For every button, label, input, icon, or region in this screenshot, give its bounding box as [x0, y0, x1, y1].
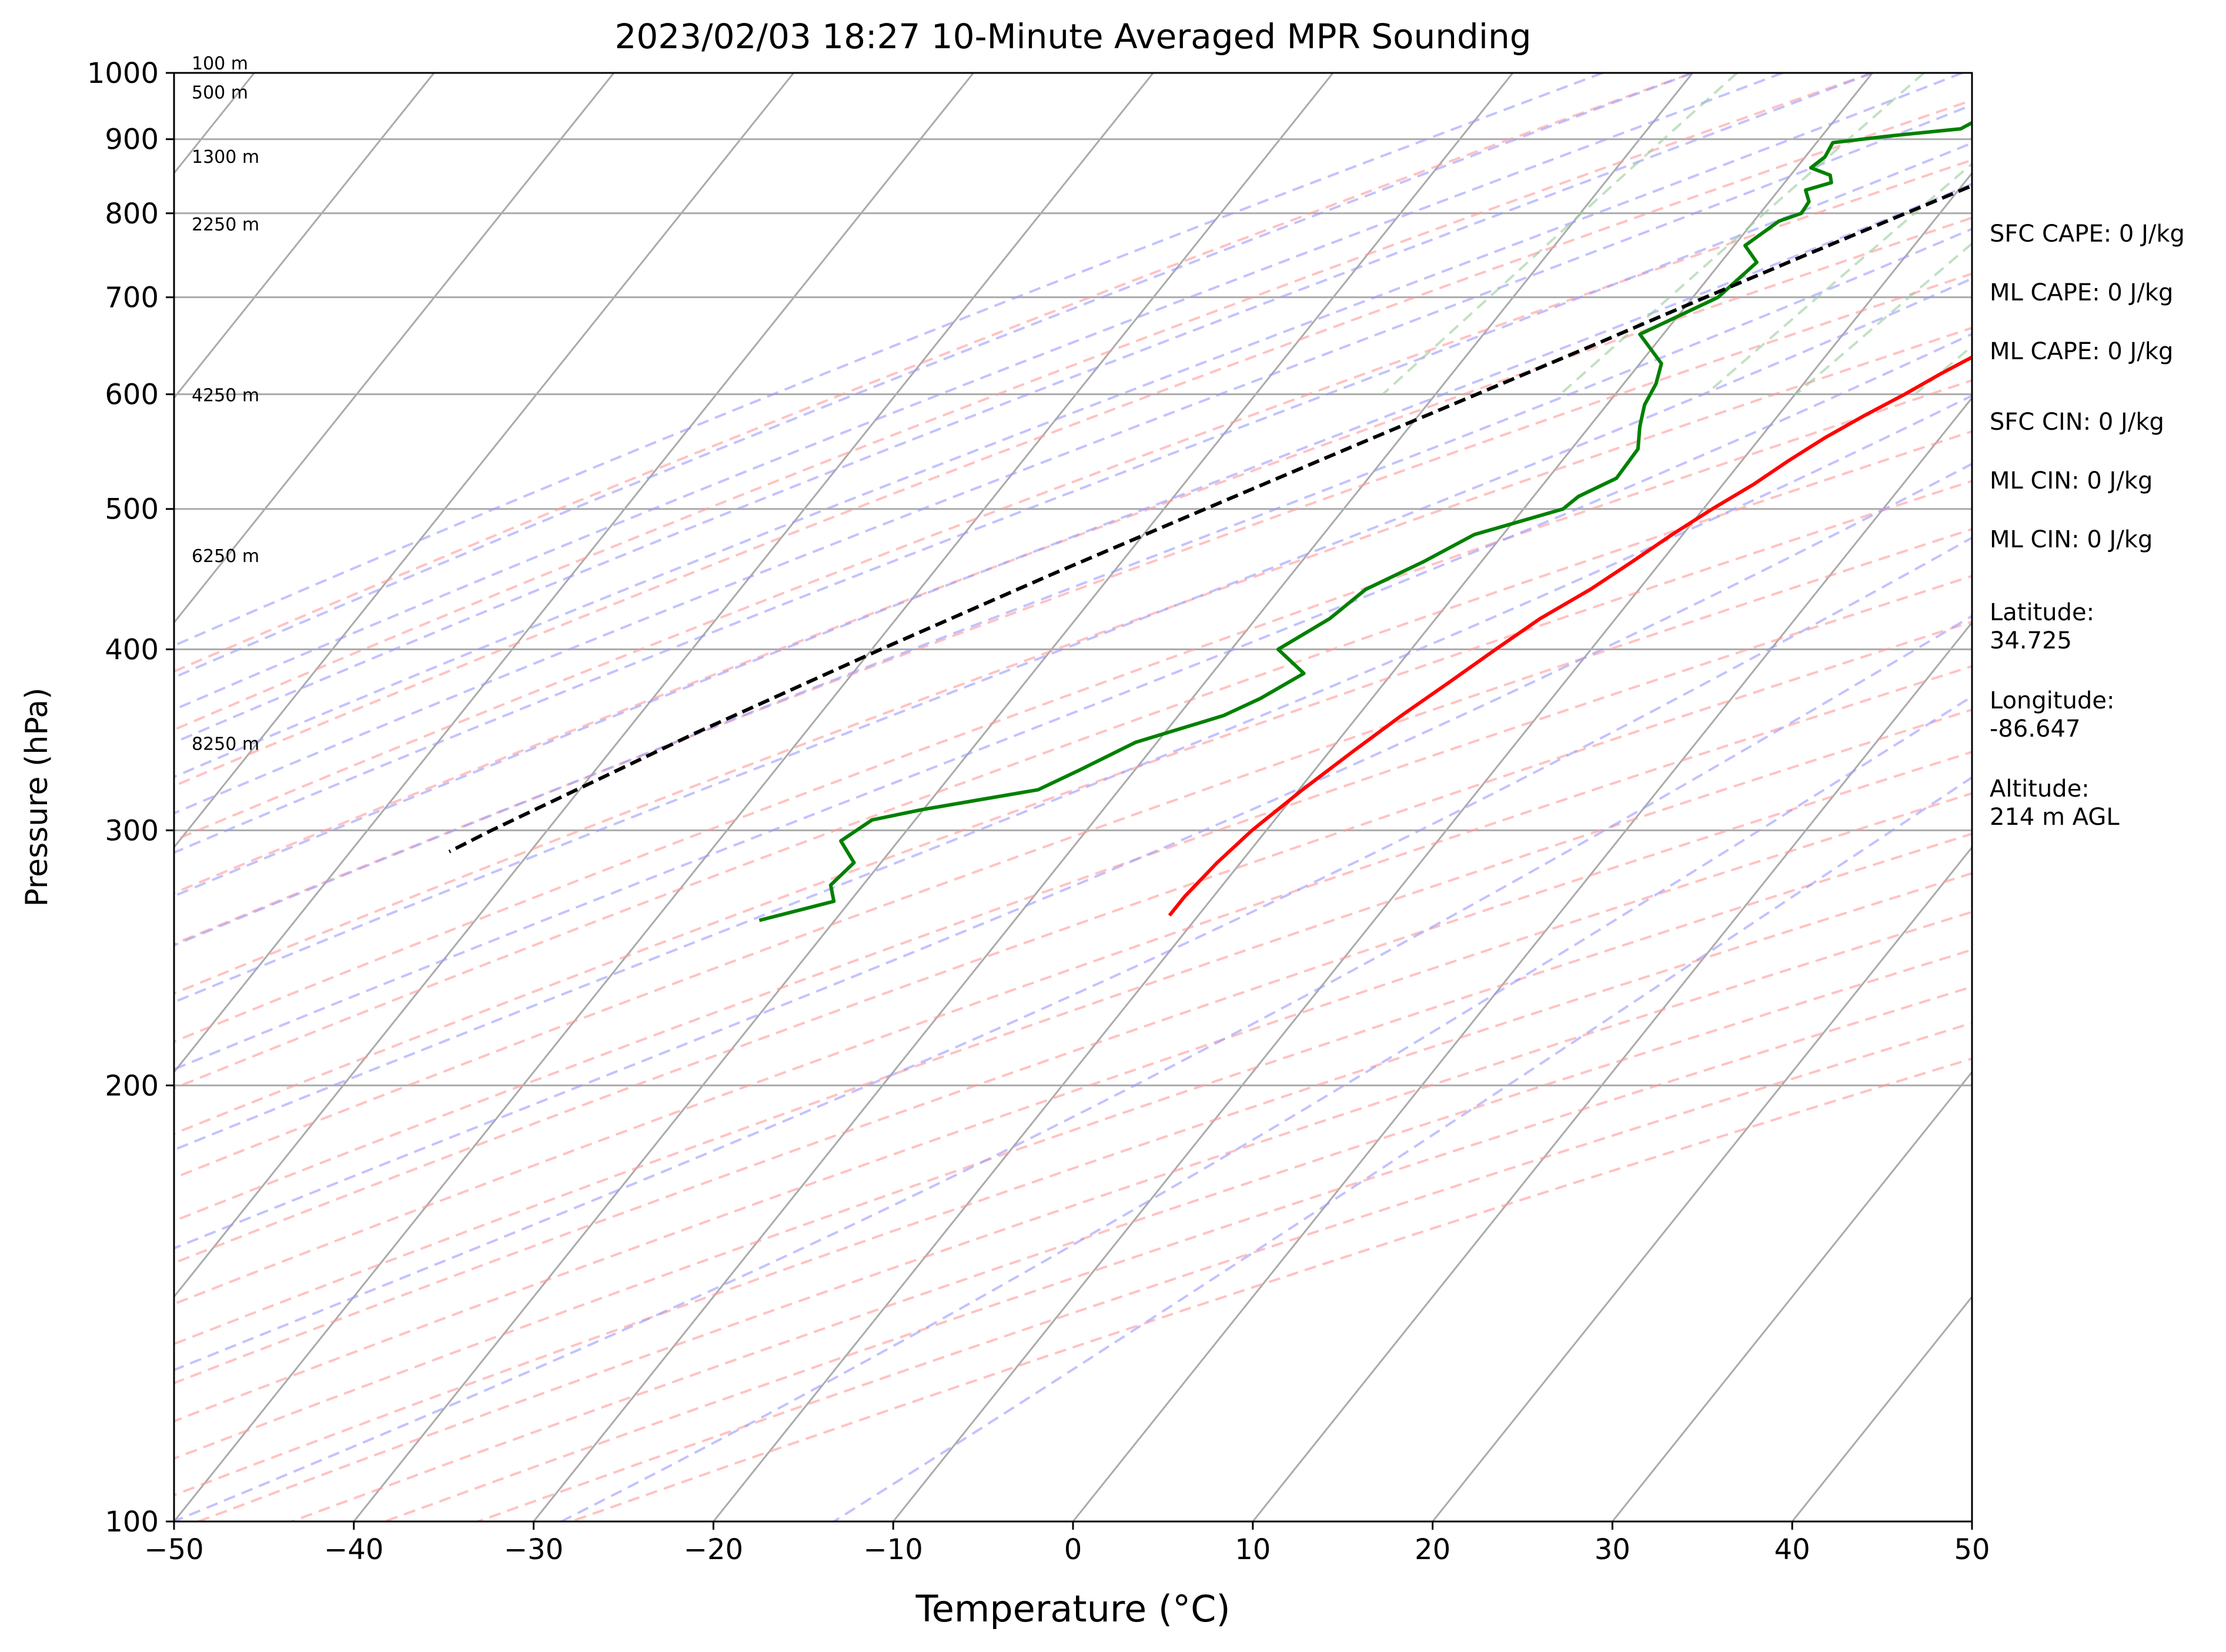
- moist-adiabat-line: [174, 142, 1972, 854]
- moist-adiabat-line: [174, 462, 1972, 1250]
- dry-adiabat-line: [174, 527, 1972, 1179]
- isotherm-line: [174, 73, 1154, 1299]
- x-tick-label: 50: [1954, 1533, 1990, 1566]
- dry-adiabat-line: [174, 574, 1972, 1222]
- dry-adiabat-line: [174, 159, 1972, 842]
- moist-adiabat-line: [174, 614, 1972, 1521]
- y-tick-label: 900: [105, 123, 159, 156]
- dry-adiabat-line: [174, 326, 1972, 995]
- moist-adiabat-line: [174, 536, 1972, 1372]
- height-label: 500 m: [192, 82, 248, 103]
- ml-cin-label-2: ML CIN: 0 J/kg: [1990, 526, 2153, 553]
- x-tick-label: 20: [1415, 1533, 1450, 1566]
- height-label: 8250 m: [192, 734, 259, 755]
- height-label: 2250 m: [192, 215, 259, 235]
- height-labels: 100 m 500 m 1300 m 2250 m 4250 m 6250 m 8250 m: [192, 53, 259, 755]
- y-tick-label: 300: [105, 814, 159, 847]
- dry-adiabat-line: [174, 379, 1972, 1043]
- moist-adiabat-line: [560, 695, 1972, 1521]
- axis-ticks: −50 −40 −30 −20 −10 0 10 20 30 40 50 100 200 300 400 50…: [87, 57, 1990, 1566]
- moist-adiabat-line: [174, 73, 1873, 744]
- chart-title: 2023/02/03 18:27 10-Minute Averaged MPR …: [614, 16, 1531, 56]
- x-axis-label: Temperature (°C): [915, 1587, 1230, 1630]
- moist-adiabat-line: [174, 73, 1603, 647]
- altitude-label: Altitude: 214 m AGL: [1990, 775, 2120, 831]
- ml-cin-label: ML CIN: 0 J/kg: [1990, 467, 2153, 494]
- isotherm-line: [174, 73, 974, 1074]
- dry-adiabat-line: [174, 430, 1972, 1090]
- y-tick-label: 100: [105, 1506, 159, 1539]
- dry-adiabat-line: [174, 872, 1972, 1497]
- sfc-cape-label: SFC CAPE: 0 J/kg: [1990, 220, 2185, 248]
- x-tick-label: −50: [144, 1533, 203, 1566]
- y-tick-label: 1000: [87, 57, 159, 90]
- latitude-label: Latitude: 34.725: [1990, 599, 2095, 654]
- moist-adiabat-line: [174, 103, 1972, 815]
- isotherm-line: [893, 172, 1972, 1521]
- isotherm-line: [174, 73, 615, 624]
- height-label: 1300 m: [192, 147, 259, 168]
- x-tick-label: −20: [684, 1533, 743, 1566]
- x-tick-label: 0: [1064, 1533, 1082, 1566]
- height-label: 100 m: [192, 53, 248, 74]
- mixing-ratio-line: [1382, 73, 1738, 396]
- dewpoint-line: [758, 121, 1972, 922]
- moist-adiabat-line: [174, 182, 1972, 898]
- background-lines: [174, 73, 1972, 1521]
- temperature-line: [1168, 355, 1972, 917]
- mixing-ratio-line: [1705, 162, 1972, 396]
- x-tick-label: −30: [504, 1533, 563, 1566]
- x-tick-label: −10: [864, 1533, 923, 1566]
- isotherm-line: [1612, 1071, 1972, 1521]
- y-tick-label: 500: [105, 493, 159, 526]
- x-tick-label: −40: [324, 1533, 383, 1566]
- longitude-label: Longitude: -86.647: [1990, 687, 2115, 743]
- height-label: 4250 m: [192, 386, 259, 406]
- isotherm-line: [174, 73, 1334, 1521]
- dry-adiabat-line: [174, 480, 1972, 1135]
- data-lines: [448, 121, 1972, 922]
- dry-adiabat-line: [174, 73, 1876, 731]
- sfc-cin-label: SFC CIN: 0 J/kg: [1990, 409, 2164, 436]
- isotherm-line: [533, 73, 1693, 1521]
- height-label: 6250 m: [192, 546, 259, 567]
- x-tick-label: 10: [1235, 1533, 1271, 1566]
- dry-adiabat-line: [198, 911, 1972, 1521]
- moist-adiabat-line: [174, 73, 1783, 711]
- y-axis-label: Pressure (hPa): [19, 688, 55, 907]
- moist-adiabat-line: [174, 73, 1963, 778]
- dry-adiabat-line: [174, 73, 1696, 673]
- x-tick-label: 40: [1774, 1533, 1810, 1566]
- y-tick-label: 700: [105, 282, 159, 315]
- isotherm-line: [1432, 845, 1972, 1521]
- ml-cape-label-2: ML CAPE: 0 J/kg: [1990, 338, 2174, 365]
- moist-adiabat-line: [833, 775, 1972, 1521]
- y-tick-label: 800: [105, 198, 159, 230]
- moist-adiabat-line: [174, 394, 1972, 1152]
- isotherm-line: [1072, 396, 1972, 1521]
- y-tick-label: 600: [105, 379, 159, 412]
- isotherm-line: [174, 73, 435, 400]
- moist-adiabat-line: [174, 332, 1972, 1071]
- ml-cape-label: ML CAPE: 0 J/kg: [1990, 279, 2174, 306]
- y-tick-label: 400: [105, 634, 159, 667]
- moist-adiabat-line: [174, 73, 1693, 679]
- parcel-line: [448, 183, 1972, 854]
- y-tick-label: 200: [105, 1069, 159, 1102]
- x-tick-label: 30: [1595, 1533, 1630, 1566]
